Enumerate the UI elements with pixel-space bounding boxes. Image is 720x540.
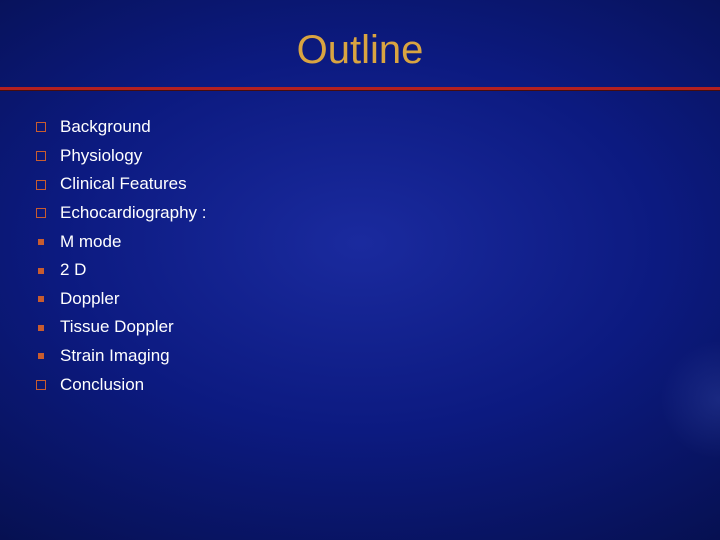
outline-list: Background Physiology Clinical Features …: [0, 91, 720, 397]
list-item: M mode: [36, 230, 720, 255]
box-bullet-icon: [36, 151, 46, 161]
box-bullet-icon: [36, 122, 46, 132]
list-item: Tissue Doppler: [36, 315, 720, 340]
list-item: Conclusion: [36, 373, 720, 398]
list-item: Background: [36, 115, 720, 140]
title-area: Outline: [0, 0, 720, 87]
list-item: 2 D: [36, 258, 720, 283]
square-bullet-icon: [38, 325, 44, 331]
list-item-label: Background: [60, 115, 151, 140]
square-bullet-icon: [38, 239, 44, 245]
list-item-label: 2 D: [60, 258, 86, 283]
square-bullet-icon: [38, 353, 44, 359]
list-item: Echocardiography :: [36, 201, 720, 226]
list-item-label: Doppler: [60, 287, 120, 312]
list-item-label: Physiology: [60, 144, 142, 169]
square-bullet-icon: [38, 268, 44, 274]
list-item-label: Strain Imaging: [60, 344, 170, 369]
page-title: Outline: [0, 28, 720, 73]
box-bullet-icon: [36, 180, 46, 190]
box-bullet-icon: [36, 380, 46, 390]
list-item-label: Tissue Doppler: [60, 315, 174, 340]
box-bullet-icon: [36, 208, 46, 218]
list-item: Clinical Features: [36, 172, 720, 197]
square-bullet-icon: [38, 296, 44, 302]
list-item: Doppler: [36, 287, 720, 312]
list-item: Strain Imaging: [36, 344, 720, 369]
list-item-label: Conclusion: [60, 373, 144, 398]
list-item-label: M mode: [60, 230, 121, 255]
list-item-label: Echocardiography :: [60, 201, 206, 226]
list-item: Physiology: [36, 144, 720, 169]
list-item-label: Clinical Features: [60, 172, 187, 197]
